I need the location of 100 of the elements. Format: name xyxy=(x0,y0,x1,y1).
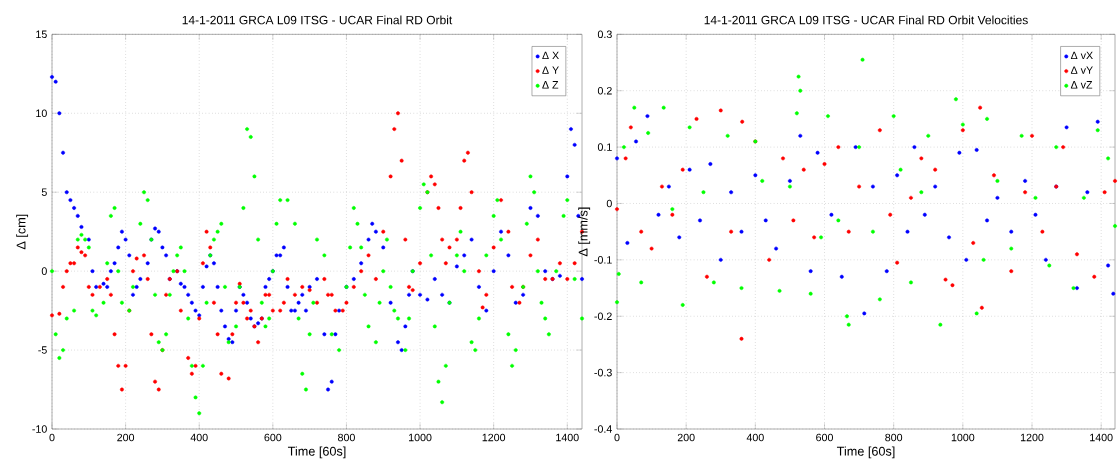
point xyxy=(860,57,865,62)
point xyxy=(711,280,716,285)
point xyxy=(826,114,830,119)
point xyxy=(947,235,951,240)
x-tick-label: 400 xyxy=(746,433,764,442)
x-axis-title: Time [60s] xyxy=(836,446,895,459)
point xyxy=(1061,145,1066,150)
y-tick-label: 0 xyxy=(606,199,612,208)
point xyxy=(666,184,671,189)
point xyxy=(981,257,986,262)
point xyxy=(798,88,803,93)
point xyxy=(943,277,948,282)
chart-title: 14-1-2011 GRCA L09 ITSG - UCAR Final RD Orbit Velocities xyxy=(704,15,1028,25)
point xyxy=(815,150,820,155)
point xyxy=(829,212,834,217)
point xyxy=(950,283,955,288)
point xyxy=(729,229,734,234)
y-axis-title: Δ [mm/s] xyxy=(578,207,591,257)
point xyxy=(760,178,765,183)
point xyxy=(992,173,996,178)
point xyxy=(1075,252,1079,257)
point xyxy=(725,133,730,138)
point xyxy=(905,229,910,234)
y-tick-label: -5 xyxy=(38,346,47,354)
point xyxy=(621,145,626,150)
x-tick-label: 1000 xyxy=(409,433,432,442)
point xyxy=(680,167,685,172)
x-tick-label: 0 xyxy=(49,433,55,442)
point xyxy=(694,116,699,121)
point xyxy=(687,167,692,172)
point xyxy=(919,156,924,161)
point xyxy=(740,119,745,124)
point xyxy=(888,212,893,217)
point xyxy=(623,156,628,161)
point xyxy=(938,322,943,327)
point xyxy=(718,257,723,262)
point xyxy=(1075,286,1079,290)
legend-label: Δ Y xyxy=(542,66,559,74)
point xyxy=(1033,195,1038,200)
point xyxy=(1081,195,1086,200)
point xyxy=(1085,190,1090,195)
point xyxy=(922,212,927,217)
point xyxy=(634,139,638,144)
point xyxy=(798,133,803,138)
point xyxy=(895,173,900,178)
point xyxy=(708,162,713,166)
legend-label: Δ vY xyxy=(1070,66,1093,74)
point xyxy=(898,167,903,172)
y-tick-label: -0.3 xyxy=(594,368,612,377)
point xyxy=(616,272,621,276)
point xyxy=(763,218,768,223)
point xyxy=(729,190,734,195)
point xyxy=(978,105,983,110)
x-tick-label: 800 xyxy=(338,433,355,442)
point xyxy=(1023,178,1028,183)
point xyxy=(777,288,782,293)
point xyxy=(909,280,913,285)
point xyxy=(862,311,867,316)
point xyxy=(670,207,675,212)
x-tick-label: 1200 xyxy=(482,433,506,442)
y-tick-label: 5 xyxy=(41,188,47,196)
x-tick-label: 800 xyxy=(885,433,903,442)
y-tick-label: -10 xyxy=(32,425,47,433)
point xyxy=(615,300,619,305)
y-tick-label: -0.2 xyxy=(594,312,612,321)
legend-label: Δ X xyxy=(542,51,559,60)
point xyxy=(796,74,801,79)
point xyxy=(645,114,650,119)
point xyxy=(660,184,664,189)
point xyxy=(839,274,844,279)
point xyxy=(739,286,744,290)
point xyxy=(1030,133,1034,138)
x-tick-label: 200 xyxy=(117,433,135,442)
point xyxy=(933,167,938,172)
point xyxy=(877,297,882,302)
point xyxy=(974,147,979,152)
point xyxy=(615,207,619,212)
x-axis-title: Time [60s] xyxy=(287,446,346,459)
legend-label: Δ vZ xyxy=(1070,81,1093,89)
point xyxy=(822,162,827,166)
point xyxy=(857,145,862,150)
point xyxy=(857,184,862,189)
point xyxy=(787,178,792,183)
y-axis-title: Δ [cm] xyxy=(16,214,29,250)
point xyxy=(1023,190,1028,195)
legend-label: Δ vX xyxy=(1070,51,1093,60)
point xyxy=(957,150,962,155)
point xyxy=(960,122,965,127)
point xyxy=(995,195,1000,200)
point xyxy=(808,269,813,274)
y-tick-label: 0.3 xyxy=(597,30,612,39)
point xyxy=(628,125,633,130)
point xyxy=(995,178,1000,183)
point xyxy=(1106,156,1111,161)
point xyxy=(933,184,938,189)
point xyxy=(846,229,851,234)
point xyxy=(853,145,858,150)
point xyxy=(891,114,896,119)
point xyxy=(787,184,792,189)
point xyxy=(791,218,796,223)
